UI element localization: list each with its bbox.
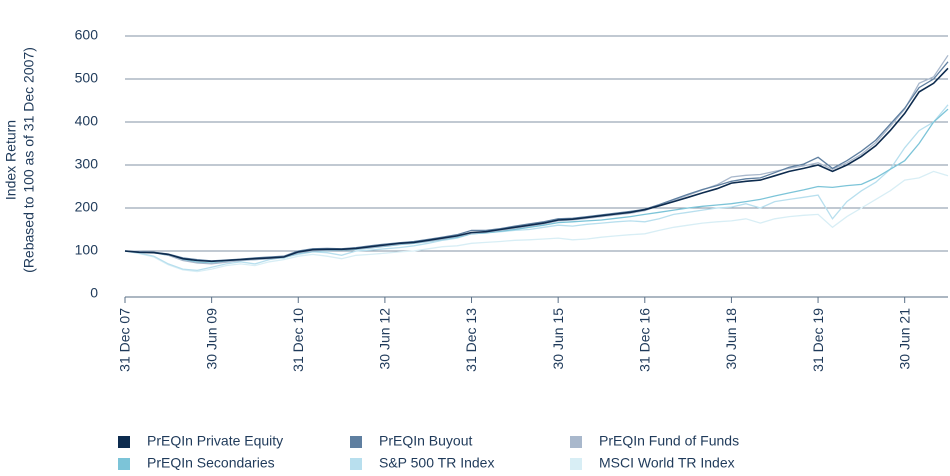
y-tick-label: 400 — [75, 113, 99, 129]
x-tick-label: 30 Jun 15 — [550, 308, 566, 370]
x-tick-label: 31 Dec 19 — [810, 308, 826, 372]
x-tick-label: 30 Jun 21 — [896, 308, 912, 370]
legend-label: PrEQIn Fund of Funds — [599, 433, 739, 449]
x-tick-label: 30 Jun 12 — [377, 308, 393, 370]
legend-swatch — [350, 458, 362, 470]
series-line — [124, 170, 949, 273]
x-tick-label: 30 Jun 09 — [203, 308, 219, 370]
x-tick-label: 31 Dec 07 — [117, 308, 133, 372]
legend-swatch — [570, 458, 582, 470]
series-line — [124, 54, 949, 265]
legend-label: PrEQIn Secondaries — [147, 455, 275, 471]
legend-swatch — [570, 436, 582, 448]
y-tick-label: 200 — [75, 199, 99, 215]
series-line — [124, 67, 949, 263]
y-tick-label: 300 — [75, 156, 99, 172]
series-line — [124, 104, 949, 272]
x-tick-label: 31 Dec 13 — [463, 308, 479, 372]
x-tick-label: 31 Dec 10 — [290, 308, 306, 372]
y-tick-label: 600 — [75, 27, 99, 43]
y-tick-label: 500 — [75, 70, 99, 86]
y-axis-title: Index Return — [3, 120, 19, 200]
x-tick-label: 30 Jun 18 — [723, 308, 739, 370]
x-tick-label: 31 Dec 16 — [636, 308, 652, 372]
legend-label: PrEQIn Private Equity — [147, 433, 283, 449]
y-tick-label: 0 — [90, 285, 98, 301]
legend-swatch — [350, 436, 362, 448]
y-axis-note: (Rebased to 100 as of 31 Dec 2007) — [21, 47, 37, 273]
series-line — [124, 61, 949, 262]
y-tick-label: 100 — [75, 242, 99, 258]
legend-label: PrEQIn Buyout — [379, 433, 472, 449]
legend-swatch — [118, 436, 130, 448]
legend-label: MSCI World TR Index — [599, 455, 735, 471]
legend-label: S&P 500 TR Index — [379, 455, 494, 471]
legend-swatch — [118, 458, 130, 470]
